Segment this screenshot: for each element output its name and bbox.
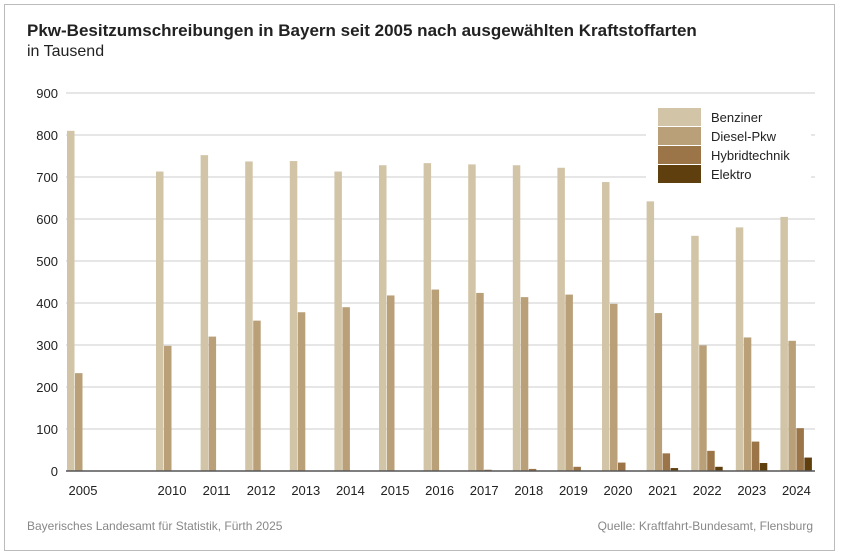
x-tick-label: 2016: [425, 483, 454, 498]
bar-benziner-2015: [379, 165, 387, 472]
y-tick-label: 300: [36, 338, 58, 353]
x-tick-label: 2010: [158, 483, 187, 498]
bar-diesel-pkw-2018: [520, 297, 529, 471]
bar-diesel-pkw-2015: [387, 295, 395, 471]
legend-label: Elektro: [711, 167, 751, 182]
legend-label: Benziner: [711, 110, 763, 125]
y-tick-label: 400: [36, 296, 58, 311]
bar-diesel-pkw-2014: [342, 307, 350, 471]
footer-source: Quelle: Kraftfahrt-Bundesamt, Flensburg: [597, 519, 813, 533]
bar-benziner-2014: [334, 171, 342, 472]
x-tick-label: 2018: [514, 483, 543, 498]
y-tick-label: 500: [36, 254, 58, 269]
bar-benziner-2010: [156, 171, 164, 472]
x-tick-label: 2015: [381, 483, 410, 498]
bar-diesel-pkw-2024: [788, 340, 796, 471]
chart-frame: [4, 4, 835, 551]
x-tick-label: 2005: [69, 483, 98, 498]
bar-elektro-2024: [804, 457, 812, 471]
bar-diesel-pkw-2016: [431, 289, 440, 471]
y-tick-label: 800: [36, 128, 58, 143]
x-tick-label: 2012: [247, 483, 276, 498]
bar-diesel-pkw-2022: [699, 345, 707, 471]
bar-hybridtechnik-2022: [707, 450, 715, 471]
bar-benziner-2012: [245, 161, 253, 471]
bar-diesel-pkw-2011: [208, 336, 217, 471]
bar-benziner-2019: [557, 167, 565, 471]
x-tick-label: 2017: [470, 483, 499, 498]
legend-label: Diesel-Pkw: [711, 129, 777, 144]
bar-elektro-2023: [759, 463, 768, 471]
bar-benziner-2013: [289, 161, 298, 472]
bar-hybridtechnik-2023: [751, 441, 760, 471]
y-tick-label: 900: [36, 86, 58, 101]
bar-diesel-pkw-2019: [565, 294, 573, 471]
y-tick-label: 200: [36, 380, 58, 395]
bar-diesel-pkw-2020: [610, 303, 618, 471]
bar-hybridtechnik-2020: [618, 462, 626, 471]
chart-subtitle: in Tausend: [27, 43, 105, 60]
chart-title: Pkw-Besitzumschreibungen in Bayern seit …: [27, 21, 697, 40]
legend-label: Hybridtechnik: [711, 148, 790, 163]
bar-benziner-2005: [67, 130, 75, 472]
bar-benziner-2021: [646, 201, 655, 472]
y-tick-label: 600: [36, 212, 58, 227]
bar-diesel-pkw-2010: [164, 345, 172, 471]
bar-benziner-2023: [735, 227, 744, 471]
bar-diesel-pkw-2012: [253, 320, 261, 471]
bar-benziner-2011: [200, 155, 209, 471]
bar-hybridtechnik-2021: [662, 453, 671, 471]
footer-publisher: Bayerisches Landesamt für Statistik, Für…: [27, 519, 283, 533]
bar-hybridtechnik-2018: [528, 468, 537, 471]
y-tick-label: 700: [36, 170, 58, 185]
x-tick-label: 2022: [693, 483, 722, 498]
y-tick-label: 0: [51, 464, 58, 479]
y-tick-label: 100: [36, 422, 58, 437]
x-tick-label: 2014: [336, 483, 365, 498]
x-tick-label: 2013: [291, 483, 320, 498]
legend-swatch-elektro: [658, 165, 701, 183]
x-tick-label: 2021: [648, 483, 677, 498]
bar-benziner-2016: [423, 163, 432, 471]
x-tick-label: 2020: [604, 483, 633, 498]
bar-benziner-2017: [468, 164, 476, 471]
bar-hybridtechnik-2019: [573, 466, 581, 471]
bar-diesel-pkw-2013: [297, 312, 306, 471]
legend-swatch-hybridtechnik: [658, 146, 701, 164]
x-tick-label: 2011: [203, 483, 231, 498]
bar-hybridtechnik-2024: [796, 428, 804, 471]
legend-swatch-diesel-pkw: [658, 127, 701, 145]
legend-swatch-benziner: [658, 108, 701, 126]
x-tick-label: 2019: [559, 483, 588, 498]
bar-diesel-pkw-2005: [75, 373, 83, 471]
bar-elektro-2021: [670, 468, 679, 471]
bar-diesel-pkw-2023: [743, 337, 752, 471]
bar-benziner-2024: [780, 216, 788, 471]
bar-benziner-2022: [691, 235, 699, 471]
bar-benziner-2018: [512, 165, 521, 472]
bar-elektro-2022: [715, 466, 723, 471]
bar-diesel-pkw-2021: [654, 313, 663, 471]
x-tick-label: 2024: [782, 483, 811, 498]
x-tick-label: 2023: [737, 483, 766, 498]
bar-benziner-2020: [602, 182, 610, 472]
bar-diesel-pkw-2017: [476, 292, 484, 471]
